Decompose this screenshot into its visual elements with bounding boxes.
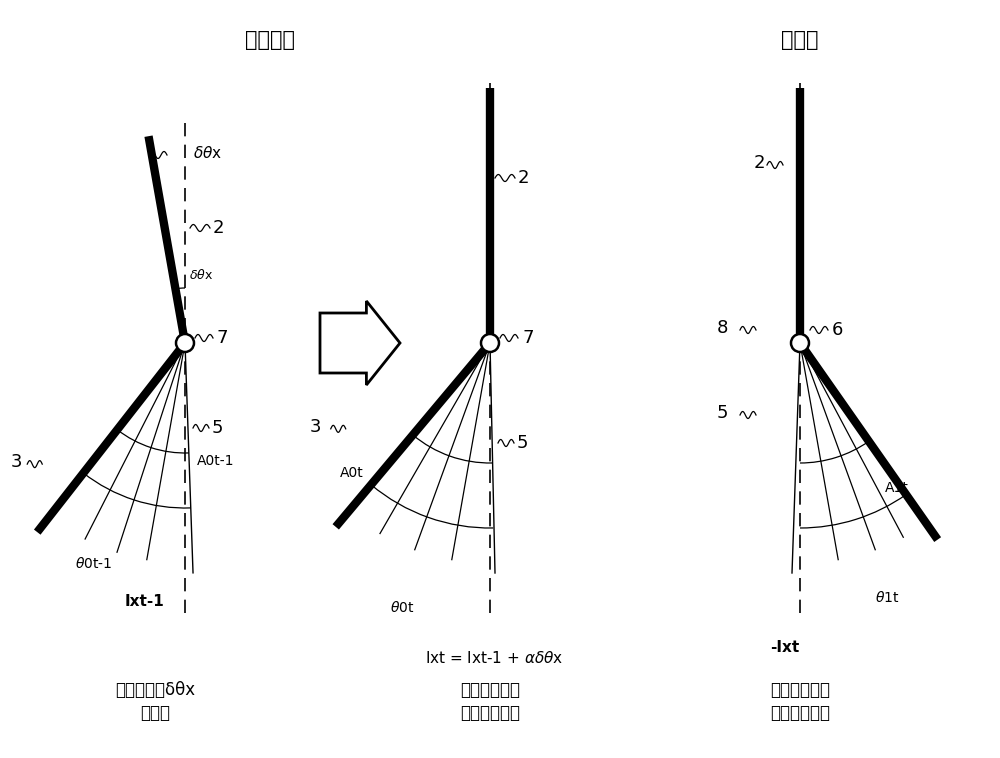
- Circle shape: [481, 334, 499, 352]
- Text: 2: 2: [754, 154, 765, 172]
- Text: $\delta\theta$x: $\delta\theta$x: [193, 145, 222, 161]
- Text: -Ixt: -Ixt: [770, 641, 799, 656]
- Text: 2: 2: [518, 169, 530, 187]
- Text: $\theta$1t: $\theta$1t: [875, 590, 899, 606]
- Text: $\theta$0t-1: $\theta$0t-1: [75, 556, 112, 571]
- Text: 校正上身部的: 校正上身部的: [770, 681, 830, 699]
- Text: 7: 7: [217, 329, 228, 347]
- Text: 2: 2: [213, 219, 224, 237]
- Text: 校正上身部的: 校正上身部的: [460, 681, 520, 699]
- Text: A0t-1: A0t-1: [197, 454, 234, 468]
- Text: Ixt-1: Ixt-1: [125, 594, 165, 609]
- Text: 上身部傾斜δθx: 上身部傾斜δθx: [115, 681, 195, 699]
- Polygon shape: [320, 301, 400, 385]
- Text: 支撐腿側: 支撐腿側: [245, 30, 295, 50]
- Text: Ixt = Ixt-1 + $\alpha\delta\theta$x: Ixt = Ixt-1 + $\alpha\delta\theta$x: [425, 650, 563, 666]
- Text: 6: 6: [832, 321, 843, 339]
- Text: 傾斜后的狀態: 傾斜后的狀態: [460, 704, 520, 722]
- Text: 8: 8: [717, 319, 728, 337]
- Text: 7: 7: [522, 329, 534, 347]
- Circle shape: [176, 334, 194, 352]
- Text: 3: 3: [309, 418, 321, 436]
- Text: 3: 3: [11, 453, 22, 471]
- Text: $\theta$0t: $\theta$0t: [390, 600, 414, 615]
- Text: 5: 5: [212, 419, 224, 437]
- Text: $\delta\theta$x: $\delta\theta$x: [189, 268, 213, 282]
- Text: A0t: A0t: [340, 466, 364, 480]
- Text: 傾斜后的狀態: 傾斜后的狀態: [770, 704, 830, 722]
- Text: 的狀態: 的狀態: [140, 704, 170, 722]
- Text: A1t: A1t: [885, 481, 909, 495]
- Text: 5: 5: [716, 404, 728, 422]
- Text: 游腿側: 游腿側: [781, 30, 819, 50]
- Circle shape: [791, 334, 809, 352]
- Text: 5: 5: [517, 434, 528, 452]
